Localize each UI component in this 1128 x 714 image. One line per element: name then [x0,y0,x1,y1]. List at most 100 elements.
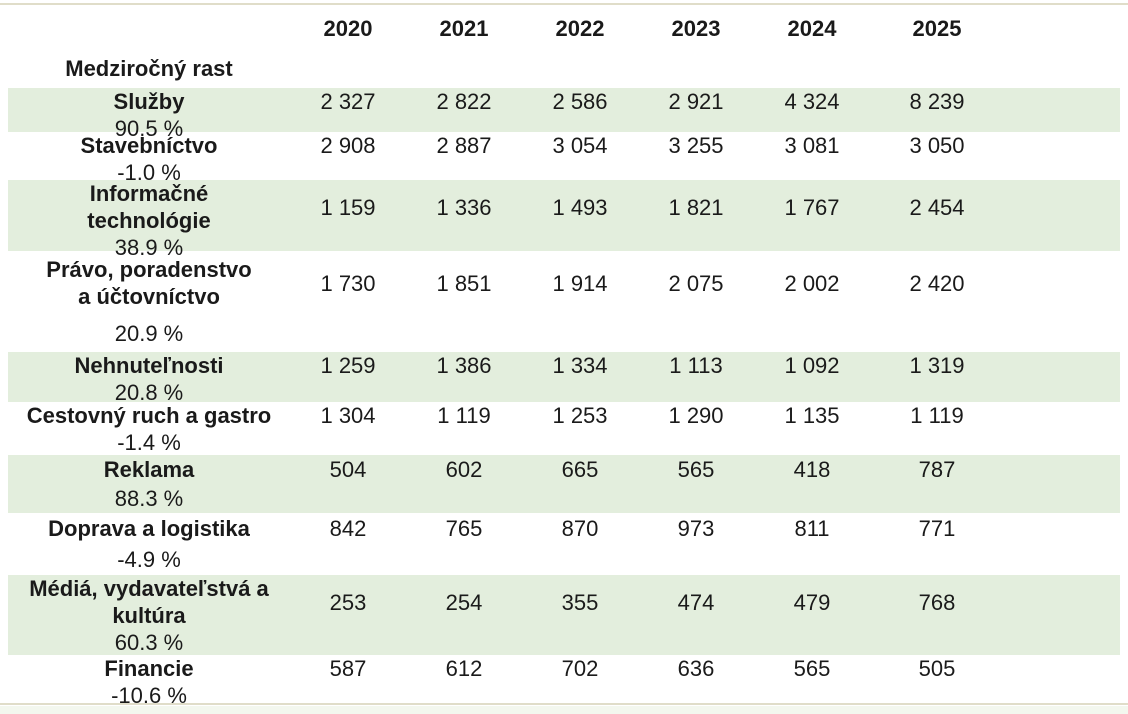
value-cell: 1 113 [669,353,723,378]
value-cell: 768 [918,589,956,615]
value-cell: 1 259 [320,353,376,378]
value-cell: 1 334 [552,353,608,378]
value-cell: 504 [329,457,367,482]
growth-cell: -1.4 % [117,430,181,455]
value-cell: 702 [561,656,599,681]
table-row: Doprava a logistika 842 765 870 973 811 … [8,513,1120,575]
table-row: Informačné technológie 1 159 1 336 1 493… [8,180,1120,260]
header-year-2024: 2024 [787,15,837,41]
value-cell: 3 081 [784,133,840,158]
table-row: Financie 587 612 702 636 565 505 -10.6 % [8,655,1120,708]
value-cell: 1 159 [320,194,376,220]
value-cell: 2 002 [784,270,840,296]
value-cell: 1 851 [436,270,492,296]
value-cell: 2 420 [909,270,965,296]
growth-cell: 88.3 % [114,486,184,511]
value-cell: 1 319 [909,353,965,378]
value-cell: 474 [677,589,715,615]
header-year-2022: 2022 [555,15,605,41]
value-cell: 602 [445,457,483,482]
table-row: Stavebníctvo 2 908 2 887 3 054 3 255 3 0… [8,132,1120,185]
value-cell: 1 119 [437,403,491,428]
value-cell: 2 075 [668,270,724,296]
value-cell: 665 [561,457,599,482]
header-year-2020: 2020 [323,15,373,41]
value-cell: 3 255 [668,133,724,158]
growth-cell: -1.0 % [117,160,181,185]
category-cell: Stavebníctvo [80,133,218,158]
value-cell: 2 327 [320,89,376,114]
value-cell: 1 290 [668,403,724,428]
value-cell: 2 921 [668,89,724,114]
header-growth-label: Medziročný rast [65,55,233,81]
value-cell: 1 253 [552,403,608,428]
category-cell: Reklama [103,457,195,482]
value-cell: 842 [329,516,367,541]
table-row: Reklama 504 602 665 565 418 787 88.3 % [8,455,1120,513]
value-cell: 565 [793,656,831,681]
value-cell: 787 [918,457,956,482]
value-cell: 1 386 [436,353,492,378]
header-year-2021: 2021 [439,15,489,41]
value-cell: 2 887 [436,133,492,158]
growth-cell: 20.9 % [114,321,184,346]
value-cell: 587 [329,656,367,681]
value-cell: 1 767 [784,194,840,220]
value-cell: 1 304 [320,403,376,428]
value-cell: 505 [918,656,956,681]
value-cell: 811 [794,516,830,541]
value-cell: 870 [561,516,599,541]
value-cell: 355 [561,589,599,615]
growth-cell: 60.3 % [114,630,184,655]
value-cell: 1 730 [320,270,376,296]
value-cell: 1 336 [436,194,492,220]
growth-cell: -4.9 % [117,547,181,572]
header-year-2023: 2023 [671,15,721,41]
category-cell: Služby [113,89,185,114]
value-cell: 636 [677,656,715,681]
value-cell: 254 [445,589,483,615]
value-cell: 4 324 [784,89,840,114]
category-cell: Cestovný ruch a gastro [26,403,272,428]
value-cell: 973 [677,516,715,541]
category-cell: Nehnuteľnosti [74,353,224,378]
header-growth-label: 2025 [912,15,962,41]
yearly-data-table: 2020 2021 2022 2023 2024 2025 Medziročný… [8,8,1120,708]
value-cell: 1 135 [784,403,840,428]
value-cell: 3 050 [909,133,965,158]
table-row: Nehnuteľnosti 1 259 1 386 1 334 1 113 1 … [8,352,1120,405]
value-cell: 1 092 [784,353,840,378]
category-cell: Právo, poradenstvo a účtovníctvo [46,257,252,309]
value-cell: 418 [793,457,831,482]
growth-cell: 20.8 % [114,380,184,405]
bottom-rule [0,703,1128,705]
table-row: Cestovný ruch a gastro 1 304 1 119 1 253… [8,402,1120,455]
value-cell: 2 454 [909,194,965,220]
value-cell: 2 586 [552,89,608,114]
value-cell: 612 [445,656,483,681]
category-cell: Financie [104,656,194,681]
bottom-strip [0,706,1128,714]
value-cell: 1 914 [552,270,608,296]
category-cell: Doprava a logistika [48,516,250,541]
category-cell: Médiá, vydavateľstvá a kultúra [29,576,269,628]
top-rule [0,3,1128,5]
value-cell: 3 054 [552,133,608,158]
value-cell: 1 119 [910,403,964,428]
table-row: Právo, poradenstvo a účtovníctvo 1 730 1… [8,251,1120,352]
growth-cell: 38.9 % [114,235,184,260]
value-cell: 2 908 [320,133,376,158]
table-row: Služby 2 327 2 822 2 586 2 921 4 324 8 2… [8,88,1120,141]
value-cell: 1 821 [668,194,724,220]
growth-cell: 90.5 % [114,116,184,141]
table-row: Médiá, vydavateľstvá a kultúra 253 254 3… [8,575,1120,655]
value-cell: 8 239 [909,89,965,114]
value-cell: 253 [329,589,367,615]
category-cell: Informačné technológie [87,181,211,233]
value-cell: 771 [918,516,956,541]
value-cell: 479 [793,589,831,615]
value-cell: 765 [445,516,483,541]
value-cell: 1 493 [552,194,608,220]
value-cell: 2 822 [436,89,492,114]
